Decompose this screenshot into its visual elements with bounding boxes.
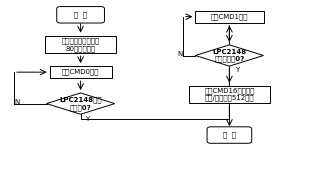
FancyBboxPatch shape <box>57 6 104 23</box>
Text: LPC2148
收到响应为0?: LPC2148 收到响应为0? <box>212 49 246 62</box>
FancyBboxPatch shape <box>207 127 252 143</box>
Text: 结  束: 结 束 <box>223 132 236 138</box>
Text: Y: Y <box>235 67 239 73</box>
Text: N: N <box>15 99 20 105</box>
Text: 发送CMD16命令，设
定读/写长度为512字节: 发送CMD16命令，设 定读/写长度为512字节 <box>204 87 255 101</box>
Bar <box>195 11 264 23</box>
Text: 开  始: 开 始 <box>74 11 87 18</box>
Text: N: N <box>177 51 182 57</box>
Polygon shape <box>46 93 115 114</box>
Bar <box>189 85 270 103</box>
Text: 发送CMD0命令: 发送CMD0命令 <box>62 69 99 75</box>
Text: 发送CMD1命令: 发送CMD1命令 <box>211 13 248 20</box>
Bar <box>45 36 116 53</box>
Text: LPC2148收到
响应为0?: LPC2148收到 响应为0? <box>59 97 102 111</box>
Text: 片选信号置高，发送
80个时钟周期: 片选信号置高，发送 80个时钟周期 <box>61 37 100 51</box>
Bar <box>50 66 112 78</box>
Polygon shape <box>195 45 264 66</box>
Text: Y: Y <box>85 116 89 122</box>
